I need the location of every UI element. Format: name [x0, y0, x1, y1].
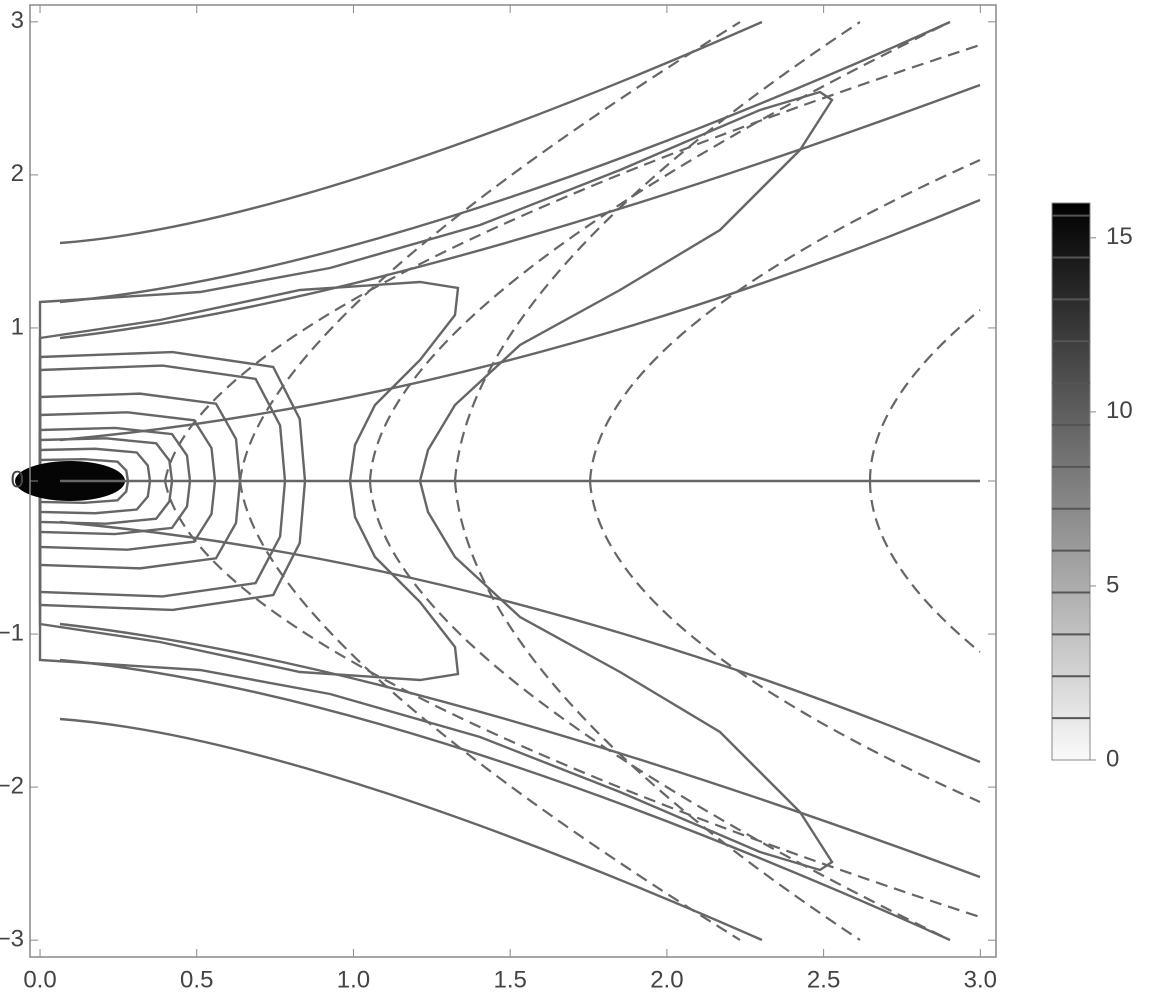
contour-line	[163, 43, 981, 482]
x-tick-label: 0.0	[23, 966, 56, 993]
colorbar-tick-label: 15	[1106, 223, 1133, 250]
contour-line	[59, 83, 981, 340]
contour-line	[588, 480, 981, 804]
contour-line	[868, 309, 981, 482]
contour-line	[238, 21, 741, 482]
contour-line	[453, 21, 861, 482]
x-tick-label: 2.0	[650, 966, 683, 993]
contour-line	[59, 20, 951, 304]
contour-line	[163, 480, 981, 919]
y-tick-label: 1	[11, 313, 24, 340]
y-tick-label: −1	[0, 619, 24, 646]
contour-band	[38, 364, 287, 598]
contour-line	[868, 480, 981, 653]
x-tick-label: 1.0	[337, 966, 370, 993]
contour-band	[38, 447, 152, 515]
contour-band	[38, 457, 130, 505]
colorbar-tick-label: 10	[1106, 397, 1133, 424]
contour-plot	[15, 20, 981, 942]
contour-line	[59, 20, 763, 245]
contour-line	[368, 480, 951, 941]
x-tick-label: 1.5	[493, 966, 526, 993]
contour-line	[588, 158, 981, 482]
x-tick-label: 2.5	[807, 966, 840, 993]
y-tick-label: −3	[0, 926, 24, 953]
y-tick-label: 2	[11, 160, 24, 187]
contour-line	[59, 520, 981, 764]
x-tick-label: 0.5	[180, 966, 213, 993]
contour-line	[453, 480, 861, 941]
colorbar	[1051, 202, 1091, 761]
contour-band	[38, 392, 242, 570]
contour-line	[59, 658, 951, 942]
x-tick-label: 3.0	[964, 966, 997, 993]
contour-band	[38, 90, 834, 872]
colorbar-tick-label: 0	[1106, 745, 1119, 772]
contour-line	[59, 198, 981, 442]
contour-band	[38, 280, 460, 682]
contour-line	[59, 622, 981, 879]
y-tick-label: −2	[0, 772, 24, 799]
contour-band	[38, 350, 307, 612]
contour-line	[368, 21, 951, 482]
contour-line	[59, 717, 763, 942]
contour-line	[238, 480, 741, 941]
colorbar-tick-label: 5	[1106, 571, 1119, 598]
contour-band	[38, 411, 217, 551]
y-tick-label: 3	[11, 7, 24, 34]
y-tick-label: 0	[11, 466, 24, 493]
